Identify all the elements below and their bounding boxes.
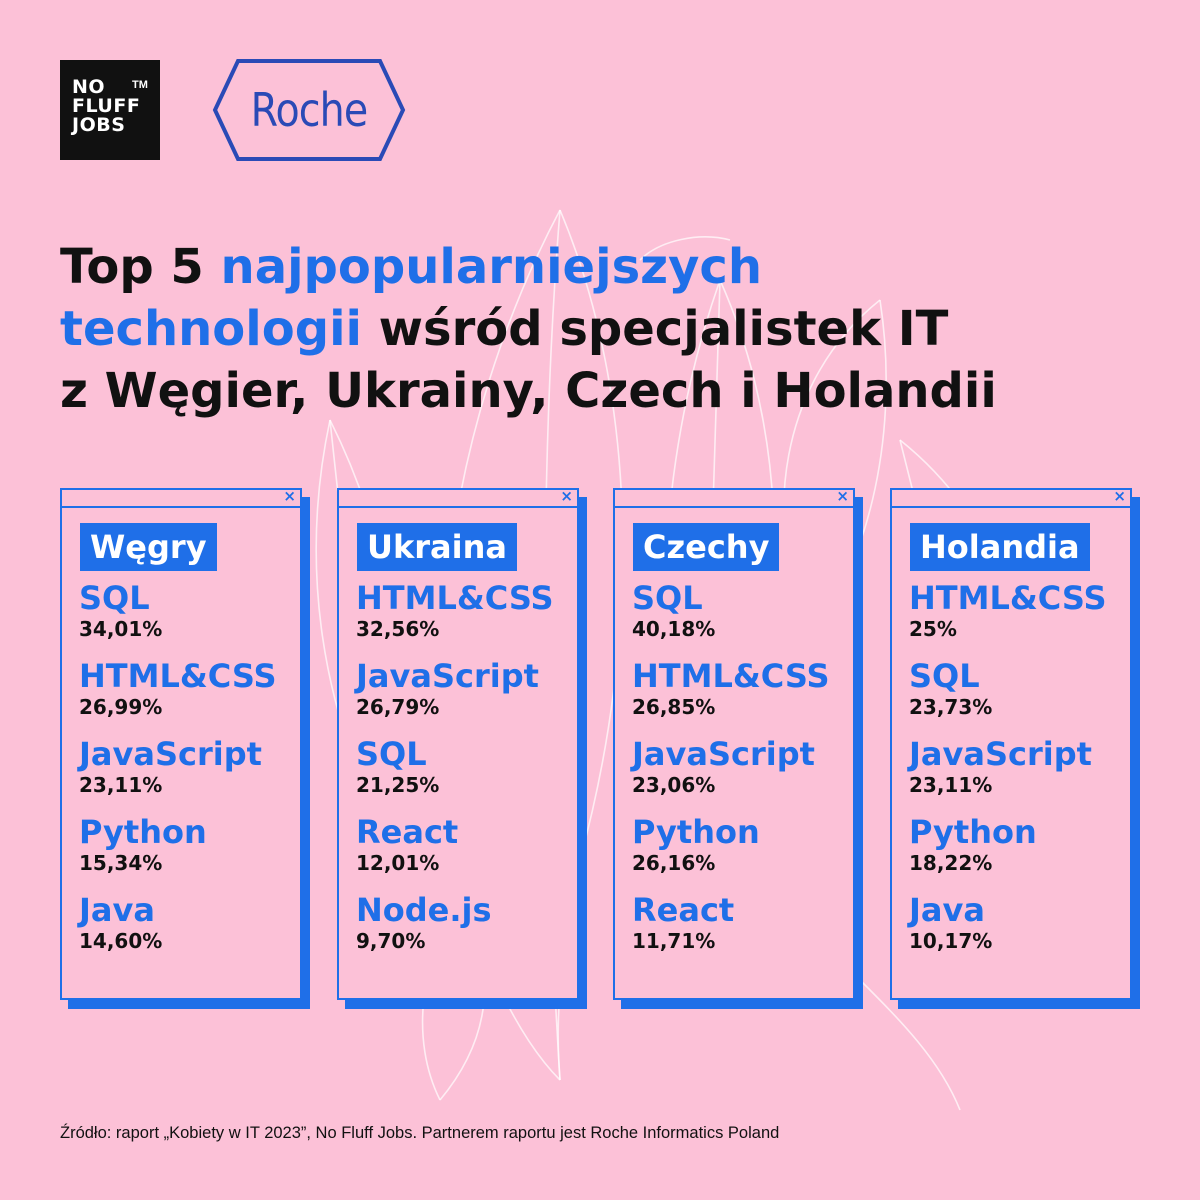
close-icon[interactable]: × xyxy=(560,487,573,505)
tech-percent: 23,11% xyxy=(79,773,163,797)
card-title-bar xyxy=(339,506,577,508)
close-icon[interactable]: × xyxy=(836,487,849,505)
tech-percent: 9,70% xyxy=(356,929,426,953)
tech-percent: 14,60% xyxy=(79,929,163,953)
tech-name: HTML&CSS xyxy=(356,579,554,617)
country-card-hungary: × Węgry SQL 34,01% HTML&CSS 26,99% JavaScr… xyxy=(60,488,302,1000)
no-fluff-jobs-logo: NO FLUFF JOBS TM xyxy=(60,60,160,160)
card-title-bar xyxy=(62,506,300,508)
list-item: Node.js 9,70% xyxy=(356,890,553,968)
list-item: JavaScript 23,06% xyxy=(632,734,829,812)
list-item: JavaScript 26,79% xyxy=(356,656,553,734)
list-item: Python 18,22% xyxy=(909,812,1106,890)
list-item: Java 14,60% xyxy=(79,890,276,968)
tech-percent: 21,25% xyxy=(356,773,440,797)
trademark-mark: TM xyxy=(132,79,148,91)
tech-name: JavaScript xyxy=(356,657,539,695)
list-item: Python 15,34% xyxy=(79,812,276,890)
card-title-bar xyxy=(615,506,853,508)
tech-list: SQL 34,01% HTML&CSS 26,99% JavaScript 23,11… xyxy=(79,578,276,968)
tech-percent: 15,34% xyxy=(79,851,163,875)
tech-name: SQL xyxy=(356,735,427,773)
headline-part-4: wśród specjalistek IT xyxy=(361,301,949,357)
card-title-bar xyxy=(892,506,1130,508)
list-item: HTML&CSS 26,99% xyxy=(79,656,276,734)
country-card-netherlands: × Holandia HTML&CSS 25% SQL 23,73% JavaScr… xyxy=(890,488,1132,1000)
tech-name: HTML&CSS xyxy=(909,579,1107,617)
tech-percent: 26,16% xyxy=(632,851,716,875)
tech-percent: 26,79% xyxy=(356,695,440,719)
roche-hexagon-icon xyxy=(212,59,406,161)
logo-line-3: JOBS xyxy=(72,114,126,136)
list-item: SQL 23,73% xyxy=(909,656,1106,734)
tech-name: JavaScript xyxy=(632,735,815,773)
tech-name: JavaScript xyxy=(909,735,1092,773)
country-label: Holandia xyxy=(910,523,1090,571)
close-icon[interactable]: × xyxy=(283,487,296,505)
list-item: HTML&CSS 26,85% xyxy=(632,656,829,734)
tech-name: Python xyxy=(632,813,760,851)
list-item: React 11,71% xyxy=(632,890,829,968)
tech-name: SQL xyxy=(909,657,980,695)
country-label: Węgry xyxy=(80,523,217,571)
list-item: SQL 21,25% xyxy=(356,734,553,812)
tech-name: React xyxy=(632,891,735,929)
list-item: Java 10,17% xyxy=(909,890,1106,968)
country-label: Ukraina xyxy=(357,523,517,571)
tech-name: HTML&CSS xyxy=(632,657,830,695)
list-item: React 12,01% xyxy=(356,812,553,890)
tech-list: SQL 40,18% HTML&CSS 26,85% JavaScript 23,06… xyxy=(632,578,829,968)
tech-name: Java xyxy=(79,891,155,929)
list-item: SQL 34,01% xyxy=(79,578,276,656)
country-card-ukraine: × Ukraina HTML&CSS 32,56% JavaScript 26,79… xyxy=(337,488,579,1000)
tech-percent: 26,85% xyxy=(632,695,716,719)
tech-percent: 10,17% xyxy=(909,929,993,953)
list-item: JavaScript 23,11% xyxy=(79,734,276,812)
tech-percent: 11,71% xyxy=(632,929,716,953)
tech-name: Node.js xyxy=(356,891,492,929)
tech-percent: 25% xyxy=(909,617,957,641)
tech-list: HTML&CSS 32,56% JavaScript 26,79% SQL 21,25… xyxy=(356,578,553,968)
logo-line-2: FLUFF xyxy=(72,95,141,117)
headline-part-1: Top 5 xyxy=(60,239,221,295)
tech-name: React xyxy=(356,813,459,851)
tech-percent: 26,99% xyxy=(79,695,163,719)
tech-name: Python xyxy=(79,813,207,851)
tech-name: Python xyxy=(909,813,1037,851)
tech-percent: 23,73% xyxy=(909,695,993,719)
list-item: HTML&CSS 25% xyxy=(909,578,1106,656)
logo-line-1: NO xyxy=(72,76,106,98)
tech-percent: 12,01% xyxy=(356,851,440,875)
headline: Top 5 najpopularniejszych technologii wśr… xyxy=(60,236,1160,422)
close-icon[interactable]: × xyxy=(1113,487,1126,505)
tech-percent: 23,06% xyxy=(632,773,716,797)
country-label: Czechy xyxy=(633,523,780,571)
source-note: Źródło: raport „Kobiety w IT 2023”, No F… xyxy=(60,1124,780,1142)
tech-name: SQL xyxy=(79,579,150,617)
country-card-czechia: × Czechy SQL 40,18% HTML&CSS 26,85% JavaSc… xyxy=(613,488,855,1000)
tech-name: Java xyxy=(909,891,985,929)
tech-percent: 18,22% xyxy=(909,851,993,875)
tech-percent: 32,56% xyxy=(356,617,440,641)
list-item: SQL 40,18% xyxy=(632,578,829,656)
headline-highlight-1: najpopularniejszych xyxy=(220,239,762,295)
tech-percent: 34,01% xyxy=(79,617,163,641)
tech-list: HTML&CSS 25% SQL 23,73% JavaScript 23,11% P… xyxy=(909,578,1106,968)
tech-name: JavaScript xyxy=(79,735,262,773)
list-item: JavaScript 23,11% xyxy=(909,734,1106,812)
roche-logo: Roche xyxy=(212,58,406,162)
list-item: Python 26,16% xyxy=(632,812,829,890)
roche-wordmark: Roche xyxy=(250,83,369,137)
tech-percent: 23,11% xyxy=(909,773,993,797)
headline-highlight-2: technologii xyxy=(60,301,362,357)
headline-part-5: z Węgier, Ukrainy, Czech i Holandii xyxy=(60,363,997,419)
list-item: HTML&CSS 32,56% xyxy=(356,578,553,656)
tech-name: SQL xyxy=(632,579,703,617)
tech-percent: 40,18% xyxy=(632,617,716,641)
tech-name: HTML&CSS xyxy=(79,657,277,695)
